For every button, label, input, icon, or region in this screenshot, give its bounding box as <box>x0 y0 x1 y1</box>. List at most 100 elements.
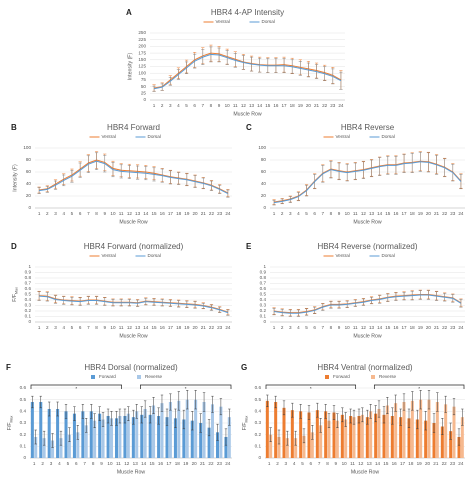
y-tick-label: 1 <box>28 264 31 269</box>
x-tick-label: 22 <box>442 325 448 330</box>
x-tick-label: 3 <box>289 325 292 330</box>
chart-title: HBR4 Reverse (normalized) <box>317 242 417 251</box>
error-bar <box>457 428 461 446</box>
bar <box>219 406 223 458</box>
x-tick-label: 17 <box>282 103 288 108</box>
x-tick-label: 17 <box>402 325 408 330</box>
bar <box>126 413 130 458</box>
x-tick-label: 11 <box>116 461 121 466</box>
error-bar <box>282 400 286 416</box>
error-bar <box>169 393 172 411</box>
bar <box>327 420 331 458</box>
y-tick-label: 100 <box>23 145 31 150</box>
x-tick-label: 3 <box>54 211 57 216</box>
x-tick-label: 20 <box>192 461 198 466</box>
x-axis-label: Muscle Row <box>353 219 382 225</box>
y-tick-label: 125 <box>138 64 146 69</box>
error-bar <box>307 405 311 420</box>
series-line <box>273 294 462 314</box>
x-tick-label: 21 <box>314 103 320 108</box>
error-bar <box>135 404 138 419</box>
series-line <box>273 294 462 314</box>
bar <box>419 399 423 458</box>
error-bar <box>302 428 306 444</box>
y-tick-label: 150 <box>138 57 146 62</box>
x-tick-label: 1 <box>273 325 276 330</box>
bar <box>285 438 289 458</box>
x-tick-label: 13 <box>135 325 141 330</box>
x-tick-label: 5 <box>305 325 308 330</box>
x-tick-label: 4 <box>177 103 180 108</box>
bar <box>93 420 97 458</box>
x-tick-label: 13 <box>369 211 375 216</box>
error-bar <box>436 392 439 412</box>
y-tick-label: 75 <box>141 77 147 82</box>
bar <box>390 416 394 458</box>
bar <box>382 414 386 458</box>
error-bar <box>374 405 377 423</box>
x-tick-label: 2 <box>41 461 44 466</box>
bar <box>457 437 461 458</box>
error-bar <box>461 408 464 426</box>
x-tick-label: 22 <box>442 461 448 466</box>
x-tick-label: 21 <box>433 461 439 466</box>
series-line <box>39 159 229 194</box>
x-tick-label: 17 <box>402 211 408 216</box>
bar <box>165 417 169 458</box>
y-tick-label: 0.1 <box>25 314 32 319</box>
error-bar <box>31 395 34 409</box>
y-tick-label: 0.9 <box>25 270 32 275</box>
bar <box>98 413 102 458</box>
x-tick-label: 5 <box>185 103 188 108</box>
error-bar <box>366 409 369 425</box>
error-bar <box>274 395 277 409</box>
error-bar <box>194 390 197 410</box>
error-bar <box>59 430 63 446</box>
error-bar <box>68 427 71 442</box>
y-tick-label: 0.7 <box>260 281 267 286</box>
bar <box>349 416 353 458</box>
error-bar <box>152 397 155 414</box>
y-tick-label: 0.1 <box>20 444 27 449</box>
x-tick-label: 12 <box>241 103 247 108</box>
x-tick-label: 8 <box>95 325 98 330</box>
bar <box>140 414 144 458</box>
x-tick-label: 13 <box>249 103 255 108</box>
x-tick-label: 7 <box>202 103 205 108</box>
bar <box>365 417 369 458</box>
y-tick-label: 0 <box>263 319 266 324</box>
error-bar <box>394 394 397 412</box>
bar <box>427 399 431 458</box>
x-tick-label: 23 <box>330 103 336 108</box>
legend-swatch <box>325 375 329 379</box>
x-tick-label: 4 <box>58 461 61 466</box>
x-tick-label: 15 <box>383 461 389 466</box>
error-bar <box>123 408 127 424</box>
error-bar <box>211 395 214 413</box>
x-tick-label: 22 <box>209 211 215 216</box>
bar <box>340 414 344 458</box>
series-line <box>39 295 229 313</box>
bar <box>269 434 273 458</box>
bracket <box>140 384 232 389</box>
y-axis-label: Intensity (F) <box>127 53 133 81</box>
x-tick-label: 21 <box>434 325 440 330</box>
y-tick-label: 50 <box>141 84 147 89</box>
x-tick-label: 15 <box>265 103 271 108</box>
y-tick-label: 60 <box>261 169 267 174</box>
bar <box>294 438 298 458</box>
error-bar <box>101 412 105 427</box>
x-tick-label: 2 <box>281 211 284 216</box>
x-tick-label: 16 <box>158 461 164 466</box>
error-bar <box>316 402 319 418</box>
x-tick-label: 24 <box>458 461 464 466</box>
bar <box>109 418 113 458</box>
x-tick-label: 20 <box>193 211 199 216</box>
series-line <box>39 160 229 195</box>
error-bar <box>277 429 281 445</box>
x-tick-label: 1 <box>38 211 41 216</box>
y-tick-label: 0.4 <box>20 409 27 414</box>
x-tick-label: 9 <box>103 211 106 216</box>
bar <box>157 416 161 458</box>
x-tick-label: 4 <box>293 461 296 466</box>
